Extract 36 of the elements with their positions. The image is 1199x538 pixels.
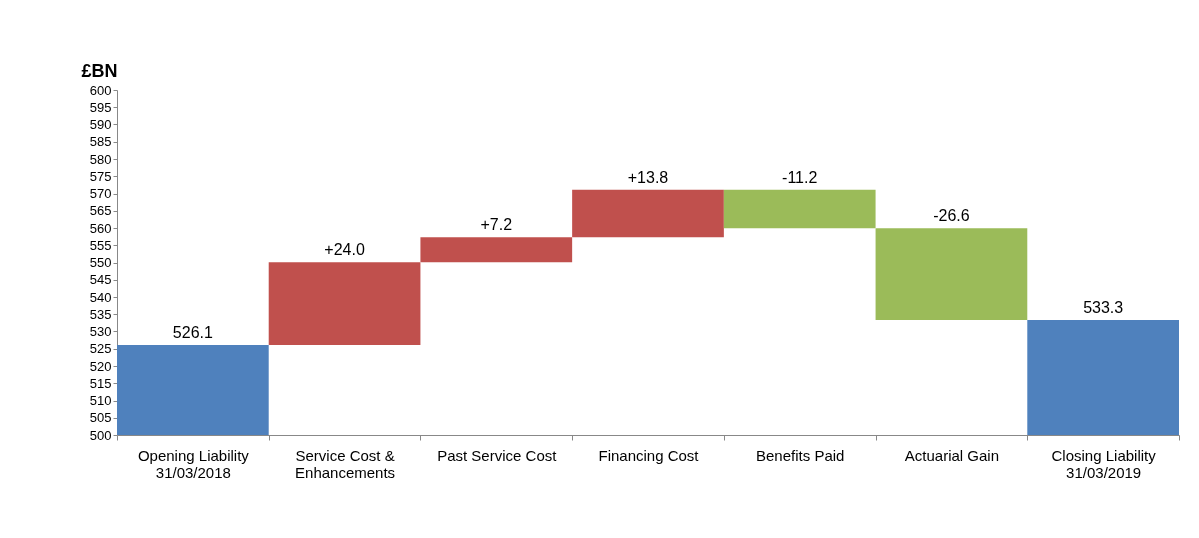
y-tick-label: 580 <box>89 151 112 167</box>
data-label: 533.3 <box>1083 299 1124 317</box>
y-tick-label: 545 <box>89 272 112 288</box>
y-tick-label: 505 <box>89 410 112 426</box>
y-tick-label: 565 <box>89 203 112 219</box>
y-tick-label: 560 <box>89 220 112 236</box>
data-label: +13.8 <box>627 168 669 186</box>
y-tick-label: 600 <box>89 82 112 98</box>
y-tick-label: 525 <box>89 341 112 357</box>
y-tick-label: 520 <box>89 358 112 374</box>
x-tick-label: Past Service Cost <box>437 446 558 464</box>
data-label: -26.6 <box>933 207 970 225</box>
x-tick-label: Benefits Paid <box>756 446 845 464</box>
data-label: +24.0 <box>324 241 365 259</box>
y-tick-label: 510 <box>89 393 112 408</box>
data-label: -11.2 <box>782 168 818 186</box>
data-label: 526.1 <box>172 323 213 341</box>
y-tick-label: 535 <box>89 306 112 322</box>
y-tick-label: 515 <box>89 375 112 391</box>
y-tick-label: 500 <box>89 427 112 443</box>
y-tick-label: 530 <box>89 324 112 339</box>
y-tick-label: 595 <box>89 99 112 115</box>
y-tick-label: 590 <box>89 117 112 132</box>
x-tick-label: Financing Cost <box>598 446 700 464</box>
x-tick-label: Opening Liability 31/03/2018 <box>137 446 250 481</box>
y-tick-label: 585 <box>89 134 112 150</box>
y-tick-label: 570 <box>89 186 112 201</box>
data-label: +7.2 <box>480 216 513 234</box>
y-tick-label: 575 <box>89 168 112 184</box>
x-tick-label: Service Cost & Enhancements <box>295 446 396 481</box>
y-axis-title: £BN <box>81 60 118 81</box>
x-tick-label: Actuarial Gain <box>904 446 1000 464</box>
x-tick-label: Closing Liability 31/03/2019 <box>1051 446 1157 481</box>
y-tick-label: 555 <box>89 237 112 253</box>
y-tick-label: 540 <box>89 289 112 305</box>
y-tick-label: 550 <box>89 255 112 270</box>
